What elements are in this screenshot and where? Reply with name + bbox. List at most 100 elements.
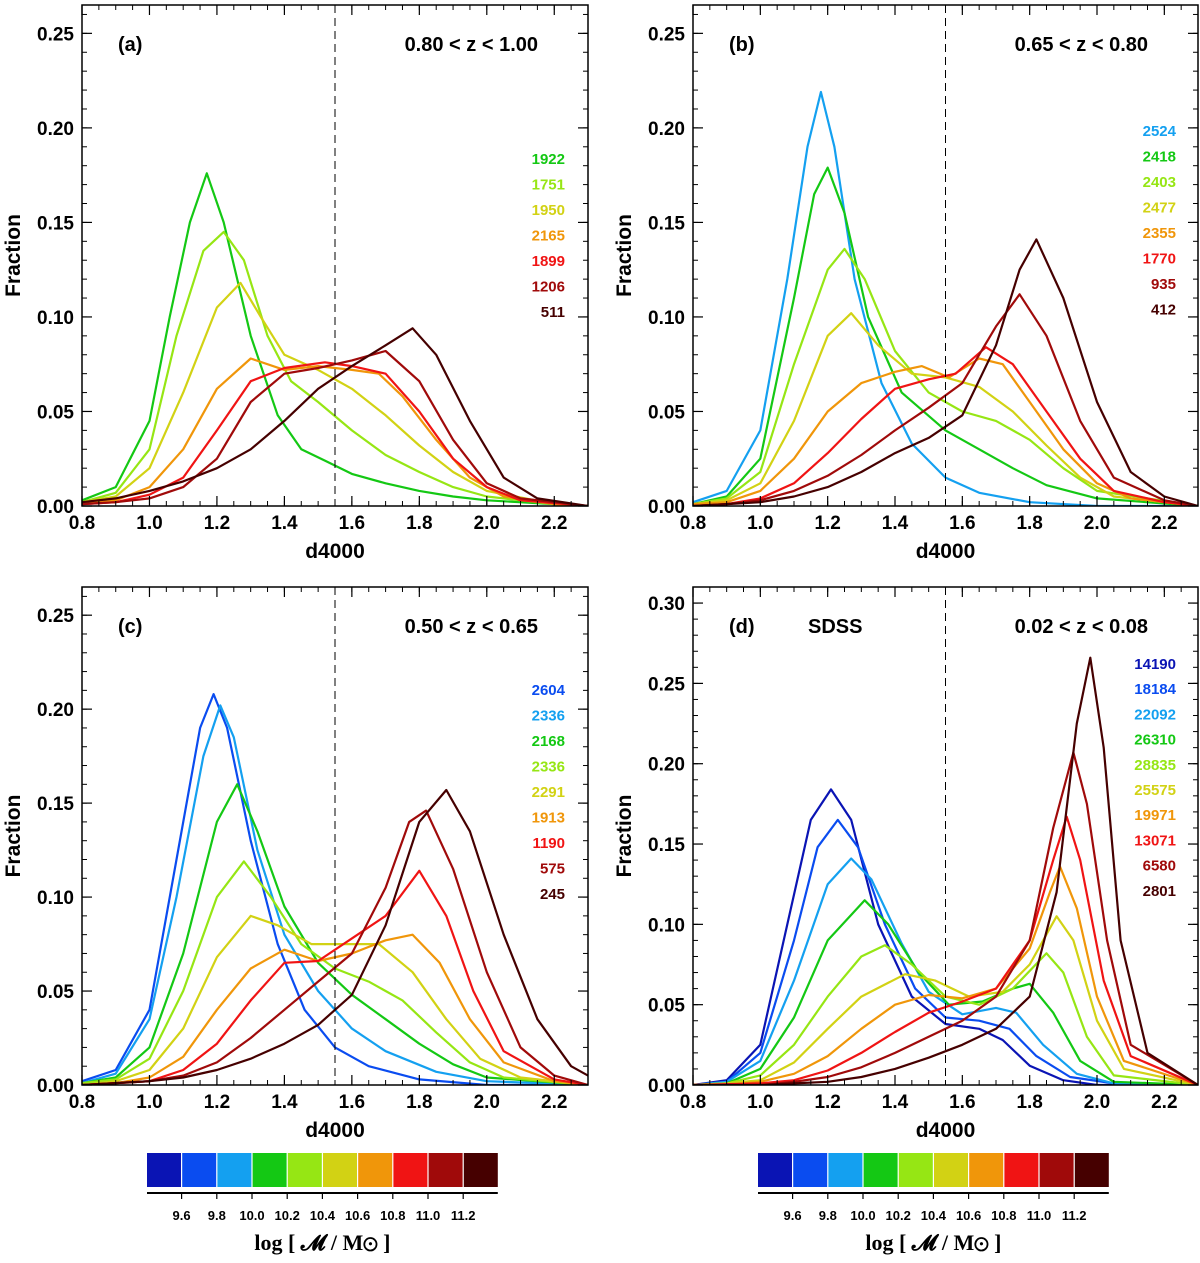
series-line-2291 <box>82 914 588 1085</box>
y-tick-label: 0.00 <box>648 497 685 518</box>
series-line-511 <box>82 327 588 506</box>
x-tick-label: 1.2 <box>204 513 230 534</box>
y-tick-label: 0.00 <box>648 1076 685 1097</box>
series-group <box>693 90 1198 506</box>
panel-label: (a) <box>118 34 142 56</box>
series-line-2477 <box>693 312 1198 506</box>
panel-d: 0.8 1.0 1.2 1.4 1.6 1.8 2.0 2.2 0.00 0.05 0.10 0.15… <box>613 586 1199 1142</box>
count-label: 1950 <box>532 202 565 219</box>
colorbar-swatch <box>758 1153 792 1187</box>
series-line-412 <box>693 238 1198 506</box>
y-axis-title: Fraction <box>613 795 636 878</box>
colorbar-tick-label: 9.6 <box>784 1208 802 1223</box>
series-line-2336 <box>82 704 588 1085</box>
x-tick-label: 1.6 <box>949 513 975 534</box>
series-line-1899 <box>82 361 588 506</box>
y-tick-label: 0.05 <box>37 402 74 423</box>
count-label: 2291 <box>532 784 565 801</box>
x-tick-label: 2.0 <box>474 513 500 534</box>
series-line-2403 <box>693 247 1198 506</box>
colorbar-tick-label: 10.6 <box>345 1208 370 1223</box>
y-tick-label: 0.15 <box>37 794 74 815</box>
series-line-1922 <box>82 172 588 506</box>
count-label: 1922 <box>532 151 565 168</box>
x-tick-label: 1.6 <box>339 1092 365 1113</box>
count-label: 18184 <box>1134 681 1176 698</box>
colorbar-swatch <box>393 1153 428 1187</box>
colorbar-tick-label: 10.6 <box>956 1208 981 1223</box>
series-line-26310 <box>693 899 1198 1085</box>
count-label: 2168 <box>532 733 565 750</box>
x-tick-label: 2.0 <box>1084 513 1110 534</box>
y-tick-label: 0.20 <box>648 755 685 776</box>
series-line-1751 <box>82 230 588 506</box>
y-tick-label: 0.20 <box>648 119 685 140</box>
series-group <box>82 693 588 1085</box>
count-label: 2801 <box>1143 883 1176 900</box>
x-axis-title: d4000 <box>305 540 365 563</box>
series-line-6580 <box>693 751 1198 1085</box>
y-tick-label: 0.20 <box>37 119 74 140</box>
count-label: 1770 <box>1143 251 1176 268</box>
colorbar-swatch <box>147 1153 181 1187</box>
colorbar-swatch <box>252 1153 287 1187</box>
series-line-2604 <box>82 693 588 1085</box>
x-tick-label: 1.8 <box>1016 1092 1042 1113</box>
y-tick-label: 0.10 <box>648 308 685 329</box>
series-line-2168 <box>82 783 588 1085</box>
redshift-label: 0.50 < z < 0.65 <box>405 616 538 638</box>
x-tick-label: 0.8 <box>680 513 706 534</box>
colorbar-swatch <box>934 1153 968 1187</box>
y-tick-label: 0.25 <box>37 24 74 45</box>
series-line-2336 <box>82 860 588 1085</box>
colorbar-tick-label: 11.2 <box>451 1208 476 1223</box>
x-tick-label: 1.8 <box>406 513 432 534</box>
y-axis-title: Fraction <box>613 214 636 297</box>
x-tick-label: 1.0 <box>747 513 773 534</box>
series-line-14190 <box>693 788 1198 1085</box>
count-label: 575 <box>540 861 565 878</box>
x-axis-title: d4000 <box>916 540 976 563</box>
redshift-label: 0.02 < z < 0.08 <box>1015 616 1148 638</box>
x-tick-label: 1.8 <box>406 1092 432 1113</box>
count-label: 2165 <box>532 228 565 245</box>
y-tick-label: 0.15 <box>648 835 685 856</box>
series-line-245 <box>82 788 588 1085</box>
count-label: 2477 <box>1143 200 1176 217</box>
y-tick-label: 0.05 <box>648 996 685 1017</box>
colorbar-swatch <box>358 1153 393 1187</box>
x-tick-label: 1.4 <box>271 513 298 534</box>
colorbar-tick-label: 10.2 <box>275 1208 300 1223</box>
series-line-25575 <box>693 915 1198 1085</box>
colorbar-swatch <box>463 1153 498 1187</box>
count-label: 25575 <box>1134 782 1176 799</box>
x-tick-label: 1.2 <box>814 513 840 534</box>
series-line-2801 <box>693 656 1198 1085</box>
survey-label: SDSS <box>808 616 862 638</box>
series-line-2418 <box>693 166 1198 506</box>
count-label: 1190 <box>532 835 565 852</box>
colorbar-swatch <box>1074 1153 1109 1187</box>
count-label: 1206 <box>532 279 565 296</box>
count-label: 19971 <box>1134 807 1176 824</box>
series-group <box>82 172 588 506</box>
colorbar-tick-label: 11.0 <box>1027 1208 1052 1223</box>
count-label: 2524 <box>1143 123 1177 140</box>
count-label: 6580 <box>1143 858 1176 875</box>
series-line-1770 <box>693 346 1198 506</box>
x-tick-label: 1.4 <box>882 513 909 534</box>
mass-colorbar-left: 9.6 9.8 10.0 10.2 10.4 10.6 10.8 11.0 11.2 log [ … <box>147 1153 498 1255</box>
colorbar-tick-label: 9.8 <box>208 1208 226 1223</box>
y-tick-label: 0.25 <box>37 606 74 627</box>
colorbar-tick-label: 10.2 <box>886 1208 911 1223</box>
panel-c: 0.8 1.0 1.2 1.4 1.6 1.8 2.0 2.2 0.00 0.05 0.10 0.15… <box>2 586 589 1142</box>
count-label: 2418 <box>1143 149 1176 166</box>
colorbar-swatch <box>287 1153 322 1187</box>
colorbar-tick-label: 10.4 <box>921 1208 947 1223</box>
panel-b: 0.8 1.0 1.2 1.4 1.6 1.8 2.0 2.2 0.00 0.05 0.10 0.15… <box>613 4 1199 563</box>
y-tick-label: 0.00 <box>37 497 74 518</box>
count-label: 13071 <box>1134 832 1176 849</box>
colorbar-tick-label: 10.0 <box>850 1208 875 1223</box>
count-label: 2403 <box>1143 174 1176 191</box>
